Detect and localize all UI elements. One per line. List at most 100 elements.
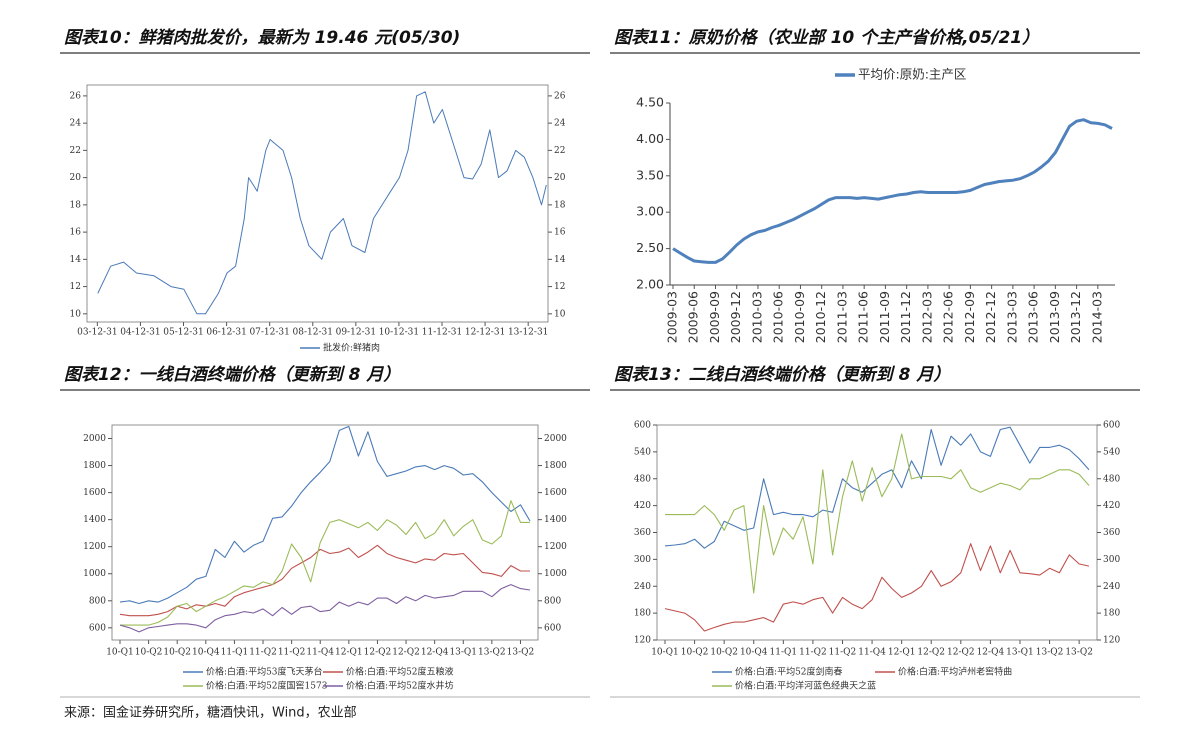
- y-tick-label: 480: [634, 474, 651, 484]
- x-tick-label: 13-Q2: [478, 648, 506, 658]
- y2-tick-label: 2000: [544, 434, 567, 444]
- x-tick-label: 11-Q2: [799, 648, 827, 658]
- x-tick-label: 13-12-31: [508, 328, 548, 338]
- series-line: [119, 584, 531, 633]
- x-tick-label: 2013-09: [1047, 291, 1062, 343]
- x-tick-label: 11-Q4: [306, 648, 334, 658]
- y2-tick-label: 24: [554, 119, 566, 129]
- x-tick-label: 10-Q2: [681, 648, 709, 658]
- x-tick-label: 10-Q2: [163, 648, 191, 658]
- x-tick-label: 2012-09: [962, 291, 977, 343]
- series-line: [664, 543, 1090, 632]
- x-tick-label: 07-12-31: [249, 328, 289, 338]
- y2-tick-label: 18: [554, 200, 566, 210]
- y-tick-label: 24: [70, 119, 82, 129]
- x-tick-label: 12-Q2: [947, 648, 975, 658]
- y2-tick-label: 20: [554, 173, 566, 183]
- y2-tick-label: 120: [1103, 636, 1120, 646]
- y-tick-label: 800: [89, 596, 106, 606]
- x-tick-label: 2012-03: [919, 291, 934, 343]
- y-tick-label: 540: [634, 447, 651, 457]
- chart-title: 图表11：原奶价格（农业部 10 个主产省价格,05/21）: [614, 28, 1039, 48]
- y-tick-label: 10: [70, 309, 82, 319]
- x-tick-label: 2012-06: [941, 291, 956, 343]
- y-tick-label: 20: [70, 173, 82, 183]
- y2-tick-label: 26: [554, 91, 566, 101]
- x-tick-label: 2009-06: [686, 291, 701, 343]
- x-tick-label: 2011-12: [898, 291, 913, 343]
- x-tick-label: 04-12-31: [120, 328, 160, 338]
- legend-label: 价格:白酒:平均52度国窖1573: [206, 680, 328, 692]
- x-tick-label: 2011-06: [856, 291, 871, 343]
- x-tick-label: 2009-09: [707, 291, 722, 343]
- y2-tick-label: 14: [554, 255, 566, 265]
- y2-tick-label: 360: [1103, 528, 1120, 538]
- y-tick-label: 4.00: [636, 131, 664, 146]
- x-tick-label: 03-12-31: [77, 328, 117, 338]
- y2-tick-label: 1600: [544, 488, 567, 498]
- y2-tick-label: 600: [1103, 421, 1120, 431]
- x-tick-label: 11-12-31: [422, 328, 462, 338]
- plot-frame: [656, 424, 1098, 641]
- x-tick-label: 13-Q1: [1006, 648, 1034, 658]
- series-line: [120, 500, 530, 626]
- y-tick-label: 12: [70, 282, 81, 292]
- x-tick-label: 13-Q2: [1065, 648, 1093, 658]
- y-tick-label: 1600: [83, 488, 106, 498]
- x-tick-label: 11-Q2: [249, 648, 277, 658]
- y-tick-label: 3.00: [636, 204, 664, 219]
- legend-label: 价格:白酒:平均52度五粮液: [346, 666, 454, 678]
- x-tick-label: 12-12-31: [465, 328, 505, 338]
- y2-tick-label: 1400: [544, 515, 567, 525]
- x-tick-label: 10-Q1: [106, 648, 134, 658]
- source-note: 来源：国金证券研究所，糖酒快讯，Wind，农业部: [64, 705, 357, 721]
- x-tick-label: 2012-12: [983, 291, 998, 343]
- y-tick-label: 2.00: [636, 277, 664, 292]
- y-tick-label: 1400: [83, 515, 106, 525]
- y2-tick-label: 1000: [544, 569, 567, 579]
- x-tick-label: 10-Q2: [135, 648, 163, 658]
- y-tick-label: 4.50: [636, 95, 664, 110]
- x-tick-label: 09-12-31: [336, 328, 376, 338]
- x-tick-label: 2009-03: [665, 291, 680, 343]
- y2-tick-label: 10: [554, 309, 566, 319]
- x-tick-label: 13-Q2: [1036, 648, 1064, 658]
- x-tick-label: 10-Q2: [710, 648, 738, 658]
- x-tick-label: 10-Q1: [651, 648, 679, 658]
- series-line: [672, 118, 1113, 264]
- x-tick-label: 2010-06: [771, 291, 786, 343]
- x-tick-label: 10-Q4: [740, 648, 768, 658]
- y-tick-label: 26: [70, 91, 82, 101]
- chart-title: 图表12：一线白酒终端价格（更新到 8 月）: [64, 365, 400, 385]
- x-tick-label: 2010-03: [749, 291, 764, 343]
- y-tick-label: 300: [634, 555, 651, 565]
- y-tick-label: 180: [634, 609, 651, 619]
- y-tick-label: 3.50: [636, 167, 664, 182]
- y2-tick-label: 300: [1103, 555, 1120, 565]
- y-tick-label: 360: [634, 528, 651, 538]
- y2-tick-label: 240: [1103, 582, 1120, 592]
- x-tick-label: 2010-09: [792, 291, 807, 343]
- legend-label: 价格:白酒:平均52度剑南春: [735, 666, 843, 678]
- legend-label: 价格:白酒:平均52度水井坊: [346, 680, 454, 692]
- x-tick-label: 13-Q2: [507, 648, 535, 658]
- x-tick-label: 2009-12: [728, 291, 743, 343]
- x-tick-label: 12-Q2: [364, 648, 392, 658]
- legend-label: 价格:白酒:平均洋河蓝色经典天之蓝: [735, 680, 876, 692]
- legend-label: 价格:白酒:平均53度飞天茅台: [206, 666, 323, 678]
- y-tick-label: 2.50: [636, 240, 664, 255]
- y-tick-label: 420: [634, 501, 651, 511]
- x-tick-label: 11-Q1: [770, 648, 798, 658]
- x-tick-label: 12-Q1: [335, 648, 363, 658]
- x-tick-label: 12-Q1: [888, 648, 916, 658]
- x-tick-label: 2013-12: [1068, 291, 1083, 343]
- y2-tick-label: 180: [1103, 609, 1120, 619]
- y-tick-label: 1200: [83, 542, 106, 552]
- x-tick-label: 12-Q4: [421, 648, 449, 658]
- x-tick-label: 11-Q1: [221, 648, 249, 658]
- y2-tick-label: 480: [1103, 474, 1120, 484]
- series-line: [119, 425, 531, 605]
- x-tick-label: 12-Q2: [392, 648, 420, 658]
- x-tick-label: 2011-09: [877, 291, 892, 343]
